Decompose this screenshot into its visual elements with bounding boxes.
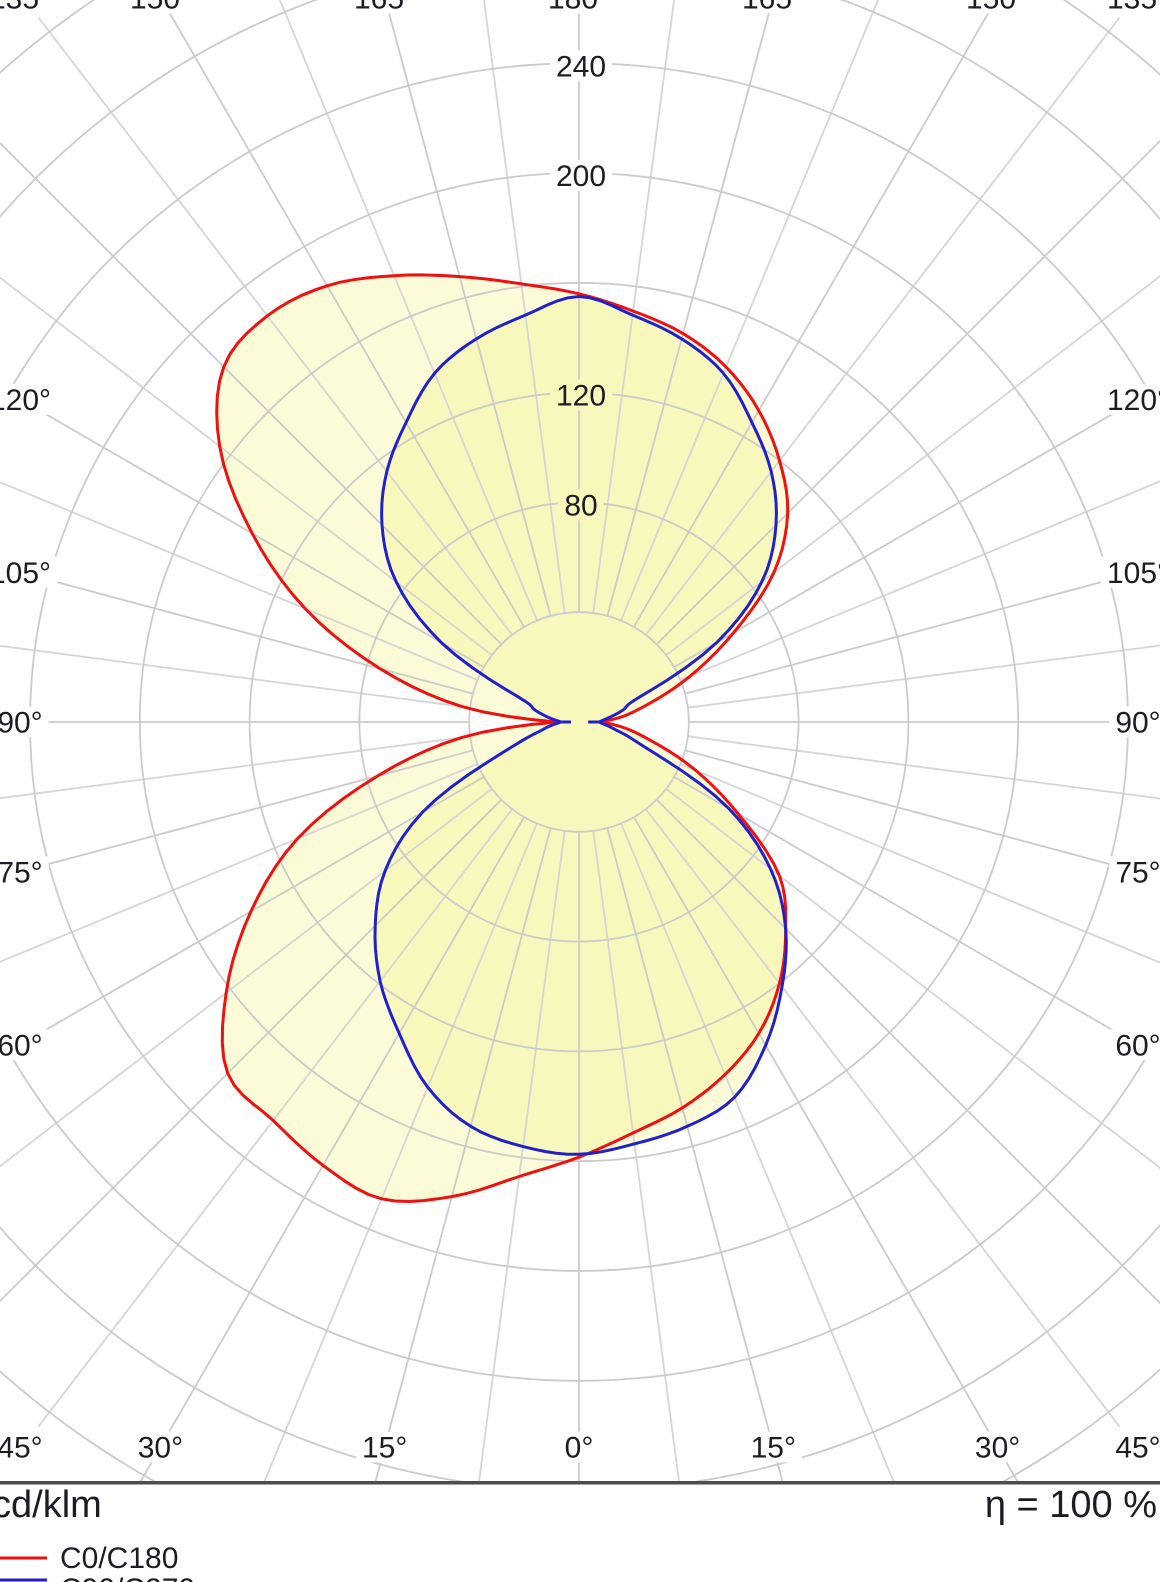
svg-text:165°: 165° — [354, 0, 416, 16]
svg-text:60°: 60° — [1115, 1029, 1160, 1062]
svg-text:60°: 60° — [0, 1029, 43, 1062]
svg-text:120°: 120° — [0, 384, 51, 417]
svg-text:80: 80 — [564, 490, 597, 523]
svg-text:0°: 0° — [565, 1432, 594, 1465]
svg-text:30°: 30° — [975, 1432, 1020, 1465]
svg-text:240: 240 — [556, 50, 606, 83]
svg-text:180°: 180° — [548, 0, 610, 16]
svg-text:120°: 120° — [1107, 384, 1160, 417]
svg-text:105°: 105° — [1107, 557, 1160, 590]
svg-text:C90/C270: C90/C270 — [60, 1573, 195, 1582]
svg-text:75°: 75° — [1115, 856, 1160, 889]
svg-text:135°: 135° — [0, 0, 51, 16]
svg-text:135°: 135° — [1107, 0, 1160, 16]
svg-text:90°: 90° — [0, 707, 43, 740]
svg-text:165°: 165° — [742, 0, 804, 16]
svg-text:200: 200 — [556, 160, 606, 193]
svg-text:30°: 30° — [138, 1432, 183, 1465]
svg-text:15°: 15° — [751, 1432, 796, 1465]
svg-text:cd/klm: cd/klm — [0, 1484, 102, 1526]
svg-text:45°: 45° — [0, 1432, 43, 1465]
svg-text:150°: 150° — [966, 0, 1028, 16]
svg-text:45°: 45° — [1115, 1432, 1160, 1465]
svg-text:75°: 75° — [0, 856, 43, 889]
svg-text:η = 100 %: η = 100 % — [985, 1484, 1157, 1526]
svg-text:90°: 90° — [1115, 707, 1160, 740]
svg-text:120: 120 — [556, 380, 606, 413]
svg-text:105°: 105° — [0, 557, 51, 590]
svg-text:C0/C180: C0/C180 — [60, 1542, 178, 1575]
svg-text:150°: 150° — [130, 0, 192, 16]
svg-text:15°: 15° — [362, 1432, 407, 1465]
